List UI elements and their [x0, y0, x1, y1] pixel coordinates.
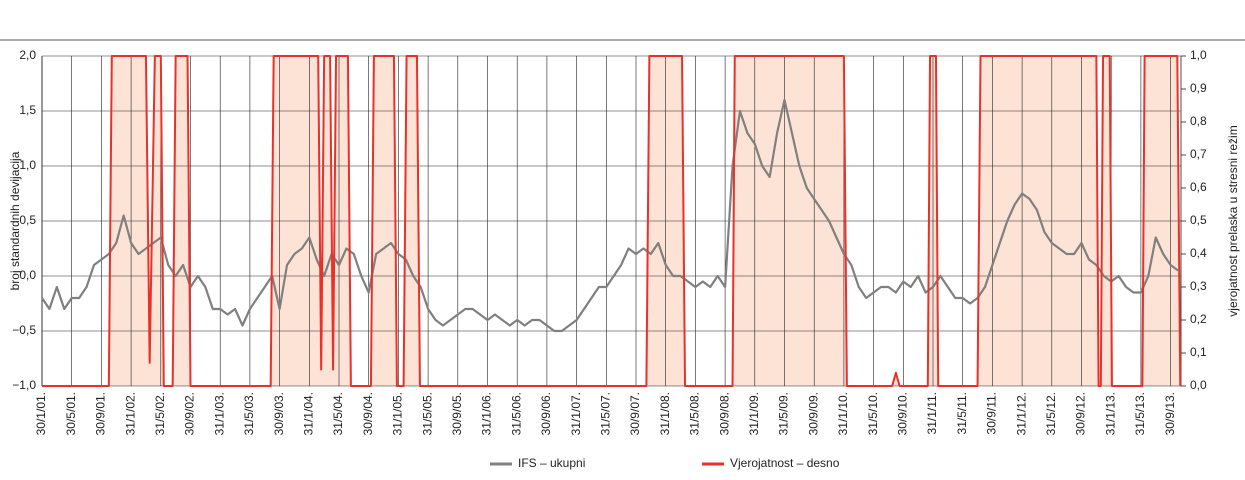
regime-shading	[42, 56, 1181, 386]
line-layer	[41, 55, 1182, 387]
x-tick-label: 31/5/08.	[688, 392, 702, 435]
x-tick-label: 31/1/02.	[123, 392, 137, 435]
x-tick-label: 30/5/01.	[64, 392, 78, 435]
x-tick-label: 30/9/01.	[94, 392, 108, 435]
x-tick-label: 30/9/08.	[717, 392, 731, 435]
x-tick-label: 30/9/09.	[806, 392, 820, 435]
x-tick-label: 30/9/13.	[1163, 392, 1177, 435]
y-tick-label: 1,0	[19, 158, 36, 172]
y-tick-label: 2,0	[19, 48, 36, 62]
x-tick-label: 31/5/03.	[242, 392, 256, 435]
x-tick-label: 30/9/10.	[895, 392, 909, 435]
y-tick-label: −0,5	[12, 323, 36, 337]
y-axis-label: broj standardnih devijacija	[8, 151, 22, 290]
x-tick-label: 30/9/03.	[272, 392, 286, 435]
y2-tick-label: 0,0	[1190, 378, 1207, 392]
y2-tick-label: 0,8	[1190, 114, 1207, 128]
y2-tick-label: 0,7	[1190, 147, 1207, 161]
series-line	[42, 55, 1182, 387]
x-tick-label: 31/1/13.	[1103, 392, 1117, 435]
shading-layer	[42, 56, 1181, 386]
y2-tick-label: 0,2	[1190, 312, 1207, 326]
x-tick-label: 30/9/04.	[361, 392, 375, 435]
y2-tick-label: 0,5	[1190, 213, 1207, 227]
x-tick-label: 31/5/07.	[598, 392, 612, 435]
x-tick-label: 31/1/09.	[747, 392, 761, 435]
x-tick-label: 30/9/05.	[450, 392, 464, 435]
x-tick-label: 31/5/04.	[331, 392, 345, 435]
x-tick-label: 30/9/02.	[183, 392, 197, 435]
y-tick-label: 0,0	[19, 268, 36, 282]
x-tick-label: 30/9/12.	[1074, 392, 1088, 435]
y-tick-label: 1,5	[19, 103, 36, 117]
x-tick-label: 31/5/13.	[1133, 392, 1147, 435]
x-tick-label: 31/1/08.	[658, 392, 672, 435]
y2-tick-label: 0,3	[1190, 279, 1207, 293]
x-tick-label: 31/5/05.	[420, 392, 434, 435]
x-tick-label: 31/5/11.	[955, 392, 969, 434]
y2-tick-label: 0,4	[1190, 246, 1207, 260]
x-tick-label: 31/1/12.	[1014, 392, 1028, 435]
x-tick-label: 30/9/07.	[628, 392, 642, 435]
x-tick-label: 31/1/03.	[212, 392, 226, 435]
x-tick-label: 31/1/11.	[925, 392, 939, 434]
y-tick-label: 0,5	[19, 213, 36, 227]
x-tick-label: 30/9/11.	[985, 392, 999, 434]
legend-label: Vjerojatnost – desno	[730, 456, 840, 470]
label-layer: −1,0 −0,5 0,0 0,5 1,0 1,5 2,0 0,0 0,1 0,2 0,3 0,4 0,…	[12, 48, 1207, 435]
x-tick-label: 31/5/06.	[509, 392, 523, 435]
x-tick-label: 31/5/09.	[777, 392, 791, 435]
y2-tick-label: 0,6	[1190, 180, 1207, 194]
y2-tick-label: 0,9	[1190, 81, 1207, 95]
x-tick-label: 31/1/06.	[480, 392, 494, 435]
x-tick-label: 31/5/12.	[1044, 392, 1058, 435]
legend-label: IFS – ukupni	[518, 456, 585, 470]
x-tick-label: 31/1/07.	[569, 392, 583, 435]
y2-axis-label: vjerojatnost prelaska u stresni režim	[1226, 125, 1240, 316]
x-tick-label: 30/1/01.	[34, 392, 48, 435]
x-tick-label: 31/5/02.	[153, 392, 167, 435]
x-tick-label: 30/9/06.	[539, 392, 553, 435]
series-line	[41, 98, 1179, 333]
y2-tick-label: 1,0	[1190, 48, 1207, 62]
y2-tick-label: 0,1	[1190, 345, 1207, 359]
x-tick-label: 31/1/10.	[836, 392, 850, 435]
x-tick-label: 31/1/04.	[301, 392, 315, 435]
x-tick-label: 31/5/10.	[866, 392, 880, 435]
y-tick-label: −1,0	[12, 378, 36, 392]
x-tick-label: 31/1/05.	[391, 392, 405, 435]
